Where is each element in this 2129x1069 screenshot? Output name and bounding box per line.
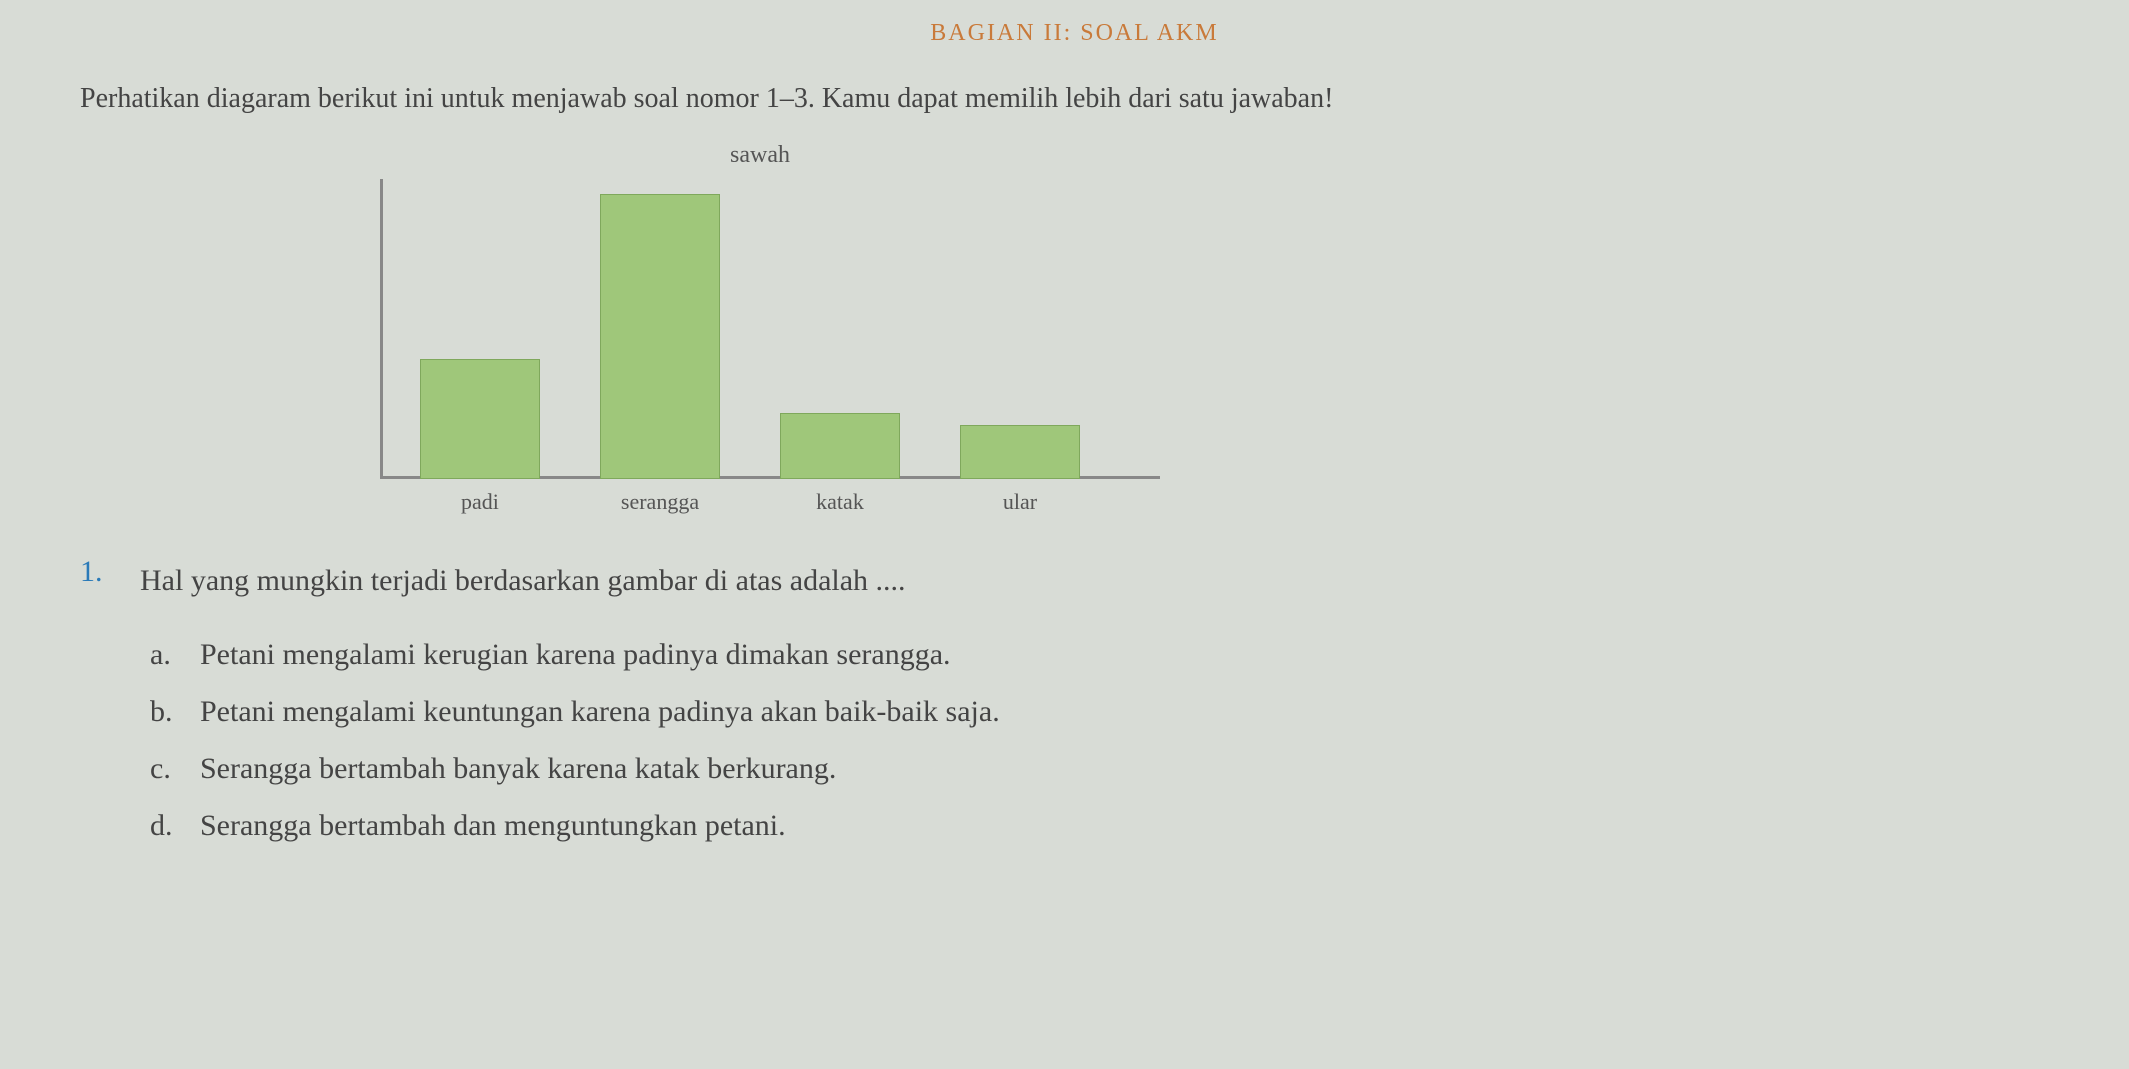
instruction-text: Perhatikan diagaram berikut ini untuk me… [80, 77, 2069, 122]
answer-options: a.Petani mengalami kerugian karena padin… [150, 626, 2069, 854]
option-letter: c. [150, 740, 200, 797]
question-text: Hal yang mungkin terjadi berdasarkan gam… [140, 555, 906, 606]
bar-serangga [600, 194, 720, 479]
option-b[interactable]: b.Petani mengalami keuntungan karena pad… [150, 683, 2069, 740]
x-label-padi: padi [420, 489, 540, 515]
bar-katak [780, 413, 900, 479]
x-label-katak: katak [780, 489, 900, 515]
x-label-serangga: serangga [600, 489, 720, 515]
x-label-ular: ular [960, 489, 1080, 515]
option-text: Petani mengalami keuntungan karena padin… [200, 683, 1000, 740]
option-text: Serangga bertambah dan menguntungkan pet… [200, 797, 786, 854]
option-a[interactable]: a.Petani mengalami kerugian karena padin… [150, 626, 2069, 683]
question-number: 1. [80, 555, 120, 589]
option-text: Serangga bertambah banyak karena katak b… [200, 740, 836, 797]
question-block: 1. Hal yang mungkin terjadi berdasarkan … [80, 555, 2069, 606]
chart-title: sawah [730, 142, 2069, 169]
bar-ular [960, 425, 1080, 479]
option-letter: a. [150, 626, 200, 683]
bar-chart [380, 179, 1160, 479]
bars-group [380, 179, 1160, 479]
bar-padi [420, 359, 540, 479]
option-letter: b. [150, 683, 200, 740]
option-d[interactable]: d.Serangga bertambah dan menguntungkan p… [150, 797, 2069, 854]
bar-chart-container: sawah padi serangga katak ular [380, 142, 2069, 515]
option-letter: d. [150, 797, 200, 854]
option-text: Petani mengalami kerugian karena padinya… [200, 626, 951, 683]
option-c[interactable]: c.Serangga bertambah banyak karena katak… [150, 740, 2069, 797]
x-axis-labels: padi serangga katak ular [380, 489, 2069, 515]
section-header: BAGIAN II: SOAL AKM [80, 20, 2069, 47]
